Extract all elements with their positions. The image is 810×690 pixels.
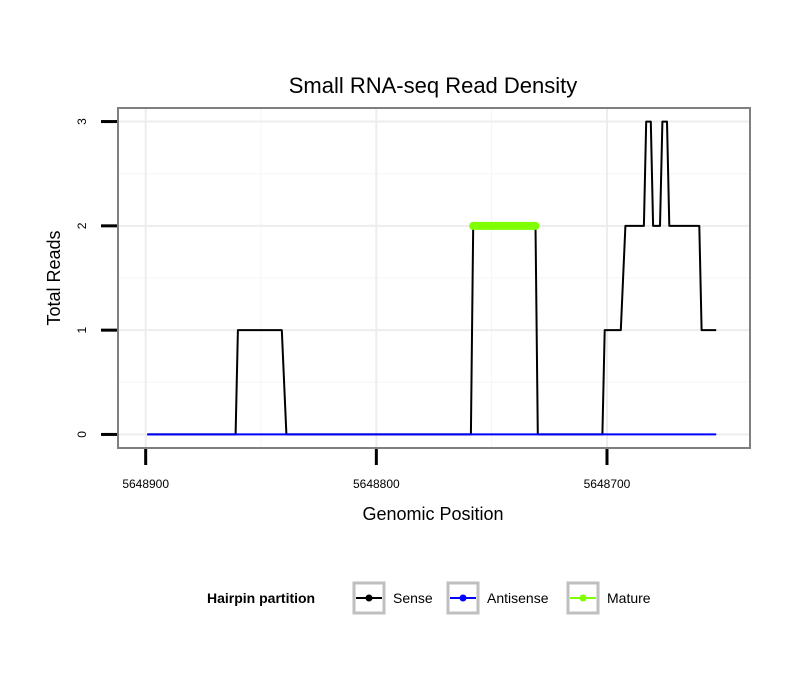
y-tick-label: 3: [75, 118, 89, 125]
legend: Hairpin partition Sense Antisense Mature: [207, 581, 651, 615]
x-tick-label: 5648700: [584, 477, 631, 491]
x-axis-title: Genomic Position: [362, 504, 503, 524]
legend-item-antisense[interactable]: Antisense: [446, 581, 549, 615]
legend-label-sense: Sense: [393, 590, 433, 606]
legend-item-mature[interactable]: Mature: [566, 581, 651, 615]
y-axis-title: Total Reads: [44, 230, 64, 325]
x-tick-label: 5648900: [122, 477, 169, 491]
legend-title: Hairpin partition: [207, 590, 315, 606]
plot-panel: [117, 107, 751, 449]
series-layer: [147, 120, 717, 436]
y-axis: 0 1 2 3: [75, 118, 117, 438]
legend-item-sense[interactable]: Sense: [352, 581, 433, 615]
legend-dot-sense: [365, 594, 373, 602]
y-tick-label: 2: [75, 222, 89, 229]
plot-border: [117, 107, 751, 449]
x-tick-label: 5648800: [353, 477, 400, 491]
legend-dot-mature: [579, 594, 587, 602]
legend-label-antisense: Antisense: [487, 590, 549, 606]
legend-label-mature: Mature: [607, 590, 651, 606]
series-sense: [147, 120, 717, 436]
chart-title: Small RNA-seq Read Density: [289, 73, 578, 98]
y-tick-label: 0: [75, 431, 89, 438]
legend-dot-antisense: [459, 594, 467, 602]
x-axis: 5648900 5648800 5648700: [122, 449, 631, 491]
y-tick-label: 1: [75, 326, 89, 333]
